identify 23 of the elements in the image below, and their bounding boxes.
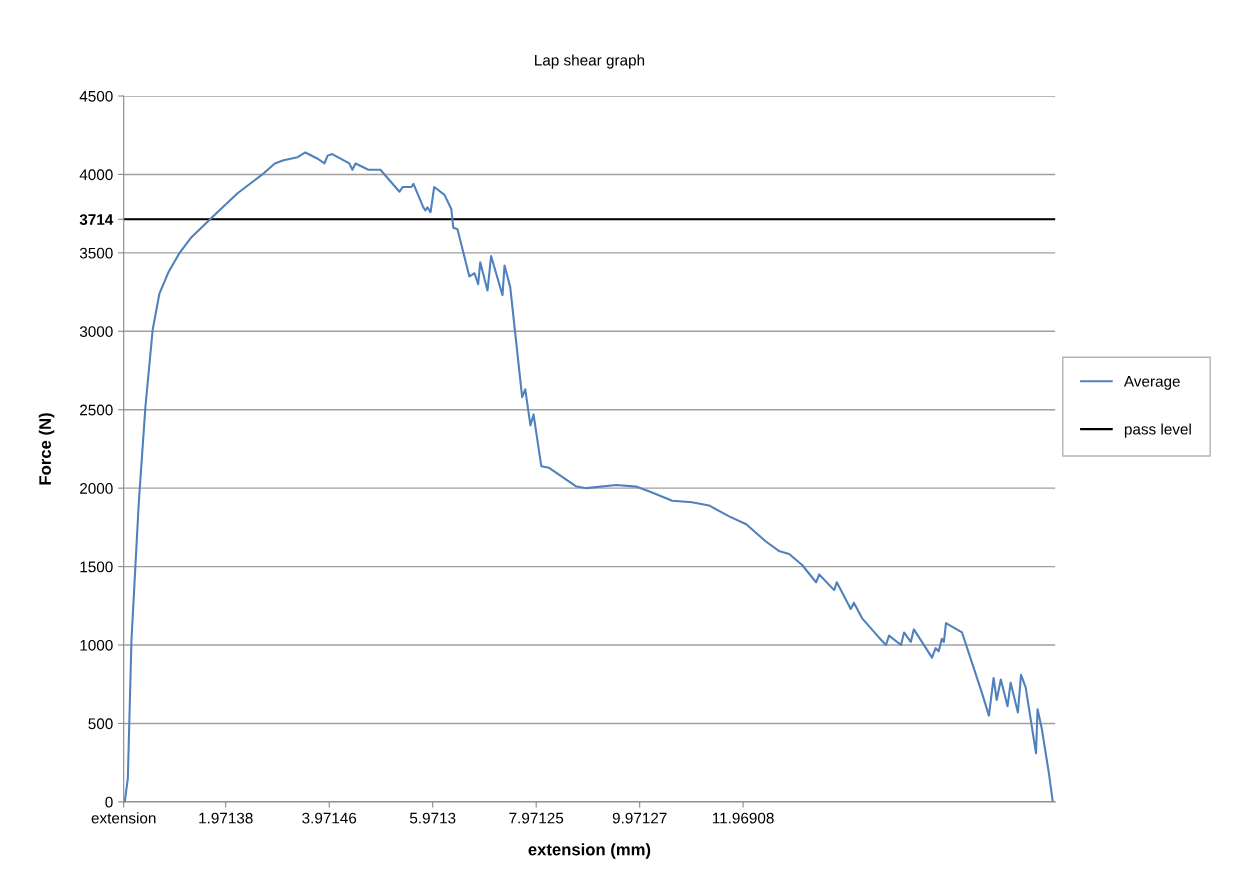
x-tick-label: 11.96908 <box>712 812 774 824</box>
x-tick-label: 5.9713 <box>409 812 456 824</box>
y-axis-title: Force (N) <box>38 413 55 485</box>
legend-label: pass level <box>1124 423 1191 438</box>
chart-title: Lap shear graph <box>535 54 645 69</box>
x-tick-label: 7.97125 <box>509 812 564 824</box>
x-tick-label: 3.97146 <box>302 812 357 824</box>
y-tick-label: 1000 <box>80 639 113 651</box>
y-tick-label: 3500 <box>79 247 113 259</box>
y-tick-label: 3000 <box>79 326 113 337</box>
y-tick-label: 2000 <box>80 483 113 494</box>
x-axis-title: extension (mm) <box>528 843 651 859</box>
x-tick-label: 1.97138 <box>199 812 253 824</box>
y-tick-label: 2500 <box>80 404 113 416</box>
y-tick-label: 0 <box>105 796 113 808</box>
y-tick-label: 3714 <box>79 214 114 226</box>
legend-label: Average <box>1123 376 1180 390</box>
y-tick-label: 1500 <box>80 561 113 573</box>
y-tick-label: 4000 <box>79 169 113 181</box>
y-tick-label: 4500 <box>79 90 113 102</box>
x-tick-label: extension <box>91 812 156 824</box>
x-tick-label: 9.97127 <box>612 812 667 824</box>
y-tick-label: 500 <box>88 718 113 730</box>
